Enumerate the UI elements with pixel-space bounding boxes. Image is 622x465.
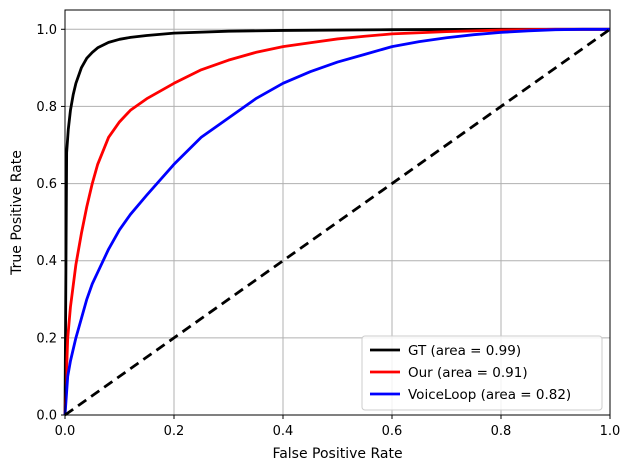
axis-ticks: 0.0 0.2 0.4 0.6 0.8 1.0 0.0 0.2 0.4 0.6 0.8 1.0 bbox=[36, 23, 620, 439]
x-tick-label: 0.4 bbox=[273, 424, 294, 439]
y-tick-label: 0.6 bbox=[36, 177, 57, 192]
legend: GT (area = 0.99) Our (area = 0.91) VoiceLo… bbox=[361, 335, 603, 411]
y-tick-label: 0.8 bbox=[36, 100, 57, 115]
x-tick-label: 0.8 bbox=[491, 424, 512, 439]
x-tick-label: 0.6 bbox=[382, 424, 403, 439]
x-axis-label: False Positive Rate bbox=[272, 446, 402, 461]
y-axis-label: True Positive Rate bbox=[9, 150, 25, 276]
series-line-0 bbox=[63, 27, 610, 416]
legend-label: VoiceLoop (area = 0.82) bbox=[408, 387, 571, 403]
y-tick-label: 1.0 bbox=[36, 23, 57, 38]
plot-frame bbox=[64, 9, 611, 416]
series-layer bbox=[63, 27, 611, 417]
grid-lines bbox=[64, 10, 611, 416]
legend-box bbox=[361, 335, 603, 411]
series-line-2 bbox=[63, 27, 610, 416]
x-tick-label: 0.0 bbox=[55, 424, 76, 439]
y-tick-label: 0.2 bbox=[36, 331, 57, 346]
legend-label: Our (area = 0.91) bbox=[408, 365, 528, 381]
y-tick-label: 0.0 bbox=[36, 409, 57, 424]
y-tick-label: 0.4 bbox=[36, 254, 57, 269]
series-line-1 bbox=[63, 27, 610, 416]
x-tick-label: 1.0 bbox=[600, 424, 621, 439]
x-tick-label: 0.2 bbox=[164, 424, 185, 439]
legend-label: GT (area = 0.99) bbox=[408, 343, 521, 359]
